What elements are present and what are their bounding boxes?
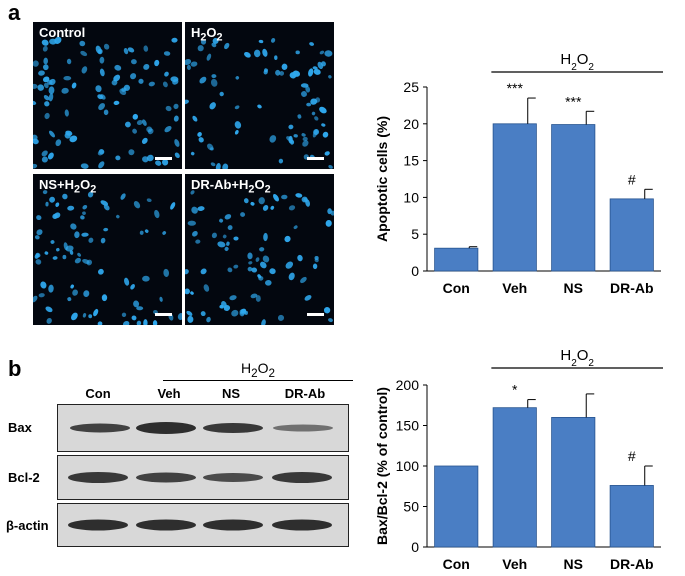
bar [609, 485, 654, 548]
micrograph-label: Control [39, 25, 86, 40]
blot-band [272, 519, 332, 531]
micrograph-ns-h2o2: NS+H2O2 [33, 174, 182, 325]
lane-label: Con [85, 386, 111, 401]
micrograph-label: H2O2 [191, 25, 223, 44]
significance-label: # [628, 448, 636, 464]
y-tick-label: 50 [403, 499, 419, 515]
micrograph-h2o2: H2O2 [185, 22, 334, 169]
treatment-label: H2O2 [560, 51, 594, 73]
x-tick-label: Veh [502, 280, 527, 296]
y-tick-label: 15 [403, 153, 419, 169]
x-tick-label: Con [443, 280, 470, 296]
lane-label: Veh [157, 386, 181, 401]
blot-band [68, 519, 128, 531]
lane-label: NS [221, 386, 241, 401]
panel-letter-a: a [8, 0, 21, 25]
treatment-label: H2O2 [560, 347, 594, 369]
blot-band [203, 423, 263, 433]
y-tick-label: 0 [411, 263, 419, 279]
scale-bar [307, 313, 324, 316]
y-tick-label: 0 [411, 539, 419, 555]
treatment-bracket-line [163, 380, 353, 381]
micrograph-control: Control [33, 22, 182, 169]
micrograph-label: DR-Ab+H2O2 [191, 177, 271, 196]
bar [551, 417, 596, 548]
bar [492, 407, 537, 548]
micrograph-drab-h2o2: DR-Ab+H2O2 [185, 174, 334, 325]
x-tick-label: DR-Ab [610, 556, 654, 572]
blot-band [272, 472, 332, 483]
micrograph-label: NS+H2O2 [39, 177, 97, 196]
blot-band [68, 472, 128, 483]
y-tick-label: 100 [396, 458, 420, 474]
row-label: Bax [8, 420, 32, 435]
x-tick-label: DR-Ab [610, 280, 654, 296]
significance-label: * [512, 382, 518, 398]
x-tick-label: Veh [502, 556, 527, 572]
treatment-label: H2O2 [241, 360, 275, 380]
blot-band [70, 423, 130, 433]
x-tick-label: NS [564, 280, 583, 296]
scale-bar [155, 313, 172, 316]
row-label: Bcl-2 [8, 470, 40, 485]
scale-bar [155, 157, 172, 160]
blot-band [136, 422, 196, 434]
y-tick-label: 25 [403, 79, 419, 95]
apoptosis-bar-chart: 0 5 10 15 20 25 Apoptotic cells (%) Con *** Veh **… [374, 51, 663, 296]
bar [609, 198, 654, 272]
nuclei-layer [185, 190, 334, 325]
bar [551, 124, 596, 272]
x-tick-label: NS [564, 556, 583, 572]
bar [492, 123, 537, 272]
y-axis-title: Apoptotic cells (%) [374, 116, 390, 242]
y-tick-label: 10 [403, 189, 419, 205]
nuclei-layer [33, 190, 182, 325]
blot-band [273, 424, 333, 432]
y-tick-label: 20 [403, 116, 419, 132]
nuclei-layer [33, 36, 180, 169]
blot-bax [57, 404, 349, 452]
significance-label: *** [507, 80, 524, 96]
bar [434, 465, 479, 548]
significance-label: # [628, 171, 636, 187]
scale-bar [307, 157, 324, 160]
bax-bcl2-bar-chart: 0 50 100 150 200 Bax/Bcl-2 (% of control) Con *… [374, 347, 663, 572]
y-tick-label: 5 [411, 226, 419, 242]
blot-band [203, 473, 263, 482]
x-tick-label: Con [443, 556, 470, 572]
row-label: β-actin [6, 518, 49, 533]
lane-label: DR-Ab [284, 386, 326, 401]
blot-band [136, 472, 196, 483]
bar [434, 247, 479, 272]
y-tick-label: 200 [396, 377, 420, 393]
y-axis-title: Bax/Bcl-2 (% of control) [374, 387, 390, 545]
panel-letter-b: b [8, 356, 22, 381]
blot-band [136, 519, 196, 531]
nuclei-layer [185, 37, 333, 169]
blot-bcl2 [57, 455, 349, 500]
blot-beta-actin [57, 503, 349, 547]
y-tick-label: 150 [396, 418, 420, 434]
blot-band [203, 519, 263, 531]
significance-label: *** [565, 93, 582, 109]
